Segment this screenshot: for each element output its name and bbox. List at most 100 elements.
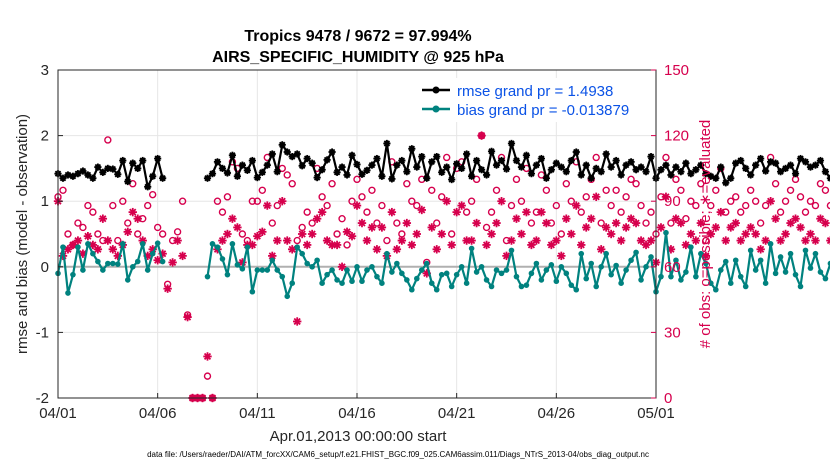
- evaluated-obs-point: [362, 236, 372, 245]
- possible-obs-point: [104, 136, 112, 144]
- possible-obs-point: [74, 219, 82, 227]
- possible-obs-point: [114, 236, 122, 245]
- evaluated-obs-point: [631, 218, 641, 228]
- possible-obs-point: [238, 230, 247, 238]
- data-point: [508, 247, 515, 254]
- possible-obs-point: [148, 190, 157, 199]
- data-point: [742, 283, 749, 290]
- possible-obs-point: [338, 214, 346, 223]
- data-point: [528, 270, 535, 277]
- data-point-asterisk: [348, 151, 356, 159]
- data-point-asterisk: [752, 161, 760, 169]
- possible-obs-point: [333, 230, 341, 238]
- data-point-asterisk: [572, 148, 580, 156]
- data-point-asterisk: [582, 161, 590, 169]
- data-point: [668, 273, 674, 280]
- data-point-asterisk: [328, 148, 336, 156]
- evaluated-obs-point: [596, 245, 606, 254]
- data-point: [663, 229, 669, 236]
- data-point: [767, 241, 774, 247]
- data-point-asterisk: [562, 168, 570, 176]
- evaluated-obs-point: [412, 229, 421, 239]
- evaluated-obs-point: [98, 214, 108, 223]
- data-point-asterisk: [757, 154, 765, 163]
- possible-obs-point: [89, 208, 97, 216]
- evaluated-obs-point: [108, 245, 118, 254]
- possible-obs-point: [821, 186, 830, 194]
- data-point: [473, 269, 480, 275]
- possible-obs-point: [682, 214, 690, 223]
- data-point: [757, 257, 764, 264]
- possible-obs-point: [492, 186, 501, 194]
- data-point: [139, 241, 146, 247]
- possible-obs-point: [806, 197, 815, 205]
- data-point-asterisk: [727, 174, 735, 182]
- legend-bias-label: bias grand pr = -0.013879: [457, 102, 629, 119]
- possible-obs-point: [119, 197, 127, 205]
- possible-obs-point: [373, 219, 381, 227]
- data-point: [239, 265, 246, 272]
- possible-obs-point: [308, 219, 316, 227]
- data-point: [722, 258, 729, 265]
- data-point-asterisk: [418, 152, 426, 161]
- evaluated-obs-point: [646, 236, 656, 245]
- possible-obs-point: [697, 180, 705, 188]
- evaluated-obs-point: [442, 197, 451, 206]
- data-point-asterisk: [762, 167, 770, 175]
- possible-obs-point: [462, 208, 471, 216]
- data-point-asterisk: [283, 148, 291, 156]
- x-tick-label: 04/21: [438, 405, 476, 422]
- possible-obs-point: [318, 193, 326, 201]
- data-point-asterisk: [677, 168, 685, 176]
- possible-obs-point: [617, 208, 625, 216]
- evaluated-obs-point: [477, 131, 486, 140]
- evaluated-obs-point: [487, 229, 496, 239]
- evaluated-obs-point: [163, 284, 172, 293]
- series-bias grand pr = -0.013879: [55, 229, 830, 300]
- data-point-asterisk: [293, 150, 301, 158]
- evaluated-obs-point: [497, 197, 506, 206]
- x-tick-label: 05/01: [637, 405, 675, 422]
- data-point-asterisk: [642, 168, 650, 176]
- evaluated-obs-point: [606, 229, 616, 239]
- data-point-asterisk: [358, 170, 366, 178]
- evaluated-obs-point: [716, 207, 725, 217]
- possible-obs-point: [692, 201, 700, 210]
- data-point-asterisk: [428, 158, 436, 166]
- evaluated-obs-point: [562, 214, 571, 223]
- data-point: [428, 280, 435, 287]
- data-point-asterisk: [218, 164, 227, 172]
- y2-tick-label: 30: [664, 324, 681, 341]
- possible-obs-point: [413, 201, 421, 210]
- evaluated-obs-point: [706, 229, 716, 239]
- evaluated-obs-point: [293, 317, 302, 326]
- data-point-asterisk: [313, 173, 321, 182]
- evaluated-obs-point: [452, 207, 461, 217]
- data-point-asterisk: [776, 168, 785, 176]
- evaluated-obs-point: [636, 236, 646, 245]
- data-point-asterisk: [378, 172, 386, 180]
- evaluated-obs-point: [173, 236, 182, 245]
- data-point-asterisk: [492, 161, 501, 169]
- possible-obs-point: [776, 208, 785, 216]
- possible-obs-point: [562, 180, 570, 188]
- evaluated-obs-point: [432, 245, 441, 254]
- possible-obs-point: [597, 219, 605, 227]
- data-point-asterisk: [408, 145, 416, 153]
- evaluated-obs-point: [133, 214, 142, 223]
- evaluated-obs-point: [337, 262, 347, 271]
- data-point-asterisk: [617, 171, 625, 179]
- data-point-asterisk: [781, 164, 790, 172]
- evaluated-obs-point: [407, 240, 417, 250]
- evaluated-obs-point: [507, 236, 516, 245]
- data-point: [703, 260, 709, 267]
- possible-obs-point: [781, 197, 790, 205]
- legend-bias-marker: [432, 105, 440, 113]
- data-point-asterisk: [801, 158, 810, 166]
- data-point: [802, 247, 809, 254]
- possible-obs-point: [672, 175, 680, 184]
- possible-obs-point: [303, 208, 311, 216]
- possible-obs-point: [737, 208, 745, 216]
- evaluated-obs-point: [616, 236, 626, 245]
- possible-obs-point: [771, 180, 780, 188]
